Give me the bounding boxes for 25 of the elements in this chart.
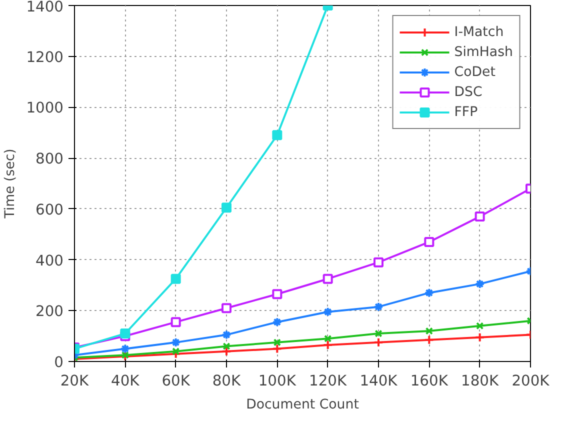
x-axis-title: Document Count <box>246 398 359 412</box>
legend-label: DSC <box>454 84 482 100</box>
x-tick-label: 40K <box>111 372 140 390</box>
y-tick-label: 1200 <box>26 48 64 66</box>
y-tick-label: 800 <box>36 150 64 168</box>
y-tick-label: 600 <box>36 201 64 218</box>
x-tick-label: 180K <box>461 372 500 390</box>
x-tick-label: 20K <box>60 372 90 390</box>
x-tick-label: 200K <box>512 372 550 390</box>
x-tick-label: 120K <box>309 372 348 390</box>
legend-label: CoDet <box>454 64 496 80</box>
y-tick-label: 400 <box>36 252 64 270</box>
x-tick-label: 100K <box>258 372 296 390</box>
legend-label: SimHash <box>454 44 513 60</box>
x-tick-label: 80K <box>212 372 242 390</box>
x-tick-label: 160K <box>410 372 448 390</box>
legend-label: I-Match <box>454 24 504 40</box>
y-tick-label: 0 <box>54 354 64 371</box>
y-tick-label: 1000 <box>26 100 64 117</box>
y-tick-label: 1400 <box>26 0 64 16</box>
legend-label: FFP <box>454 104 478 120</box>
x-tick-label: 60K <box>162 372 190 390</box>
y-tick-label: 200 <box>36 303 64 320</box>
y-axis-title: Time (sec) <box>3 148 18 220</box>
x-tick-label: 140K <box>360 372 398 390</box>
